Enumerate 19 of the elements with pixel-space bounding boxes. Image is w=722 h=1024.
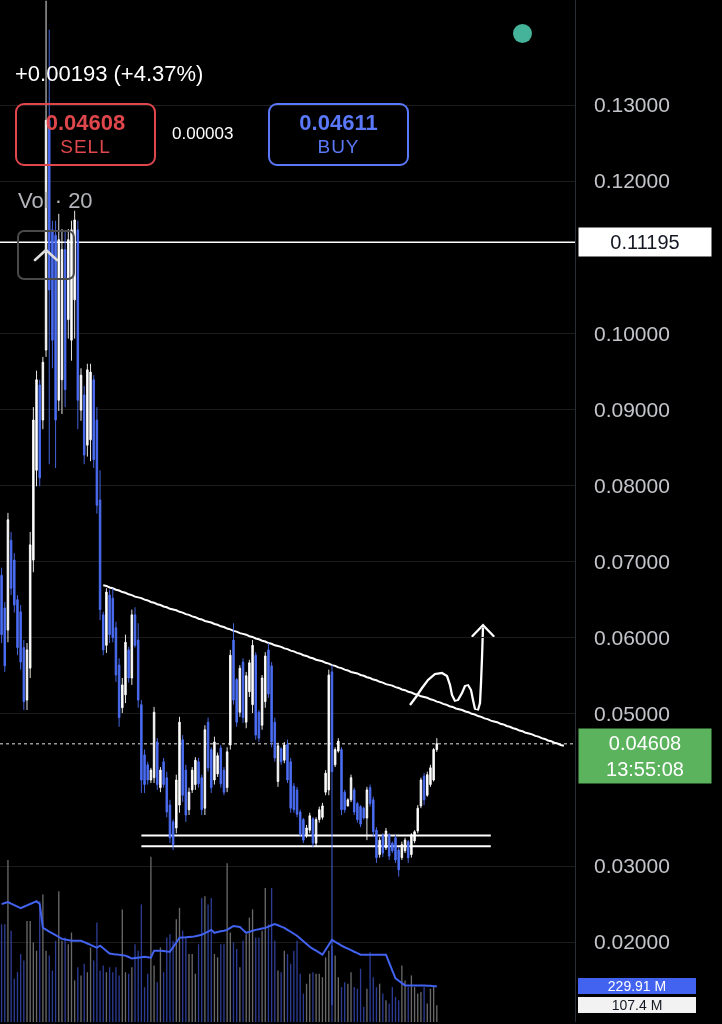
ref-line-label: 0.11195 [610, 231, 680, 253]
y-tick-label: 0.06000 [594, 626, 670, 650]
annotation: BUY [317, 136, 360, 159]
y-tick-label: 0.08000 [594, 473, 670, 497]
y-tick-label: 0.09000 [594, 397, 670, 421]
text: 13:55:08 [606, 758, 684, 780]
y-tick-label: 0.03000 [594, 854, 670, 878]
y-tick-label: 0.02000 [594, 930, 670, 954]
y2-tick-label: 107.4 M [611, 997, 663, 1013]
y-tick-label: 0.10000 [594, 321, 670, 345]
ref-line-label: 0.04608 [608, 732, 682, 754]
y-tick-label: 0.05000 [594, 702, 670, 726]
y2-tick-label: 229.91 M [607, 978, 667, 994]
annotation: SELL [60, 136, 111, 159]
y-tick-label: 0.07000 [594, 549, 670, 573]
annotation: 0.04611 [299, 110, 378, 137]
y-tick-label: 0.13000 [594, 93, 670, 117]
y-tick-label: 0.12000 [594, 169, 670, 193]
annotation: 0.00003 [172, 124, 234, 144]
